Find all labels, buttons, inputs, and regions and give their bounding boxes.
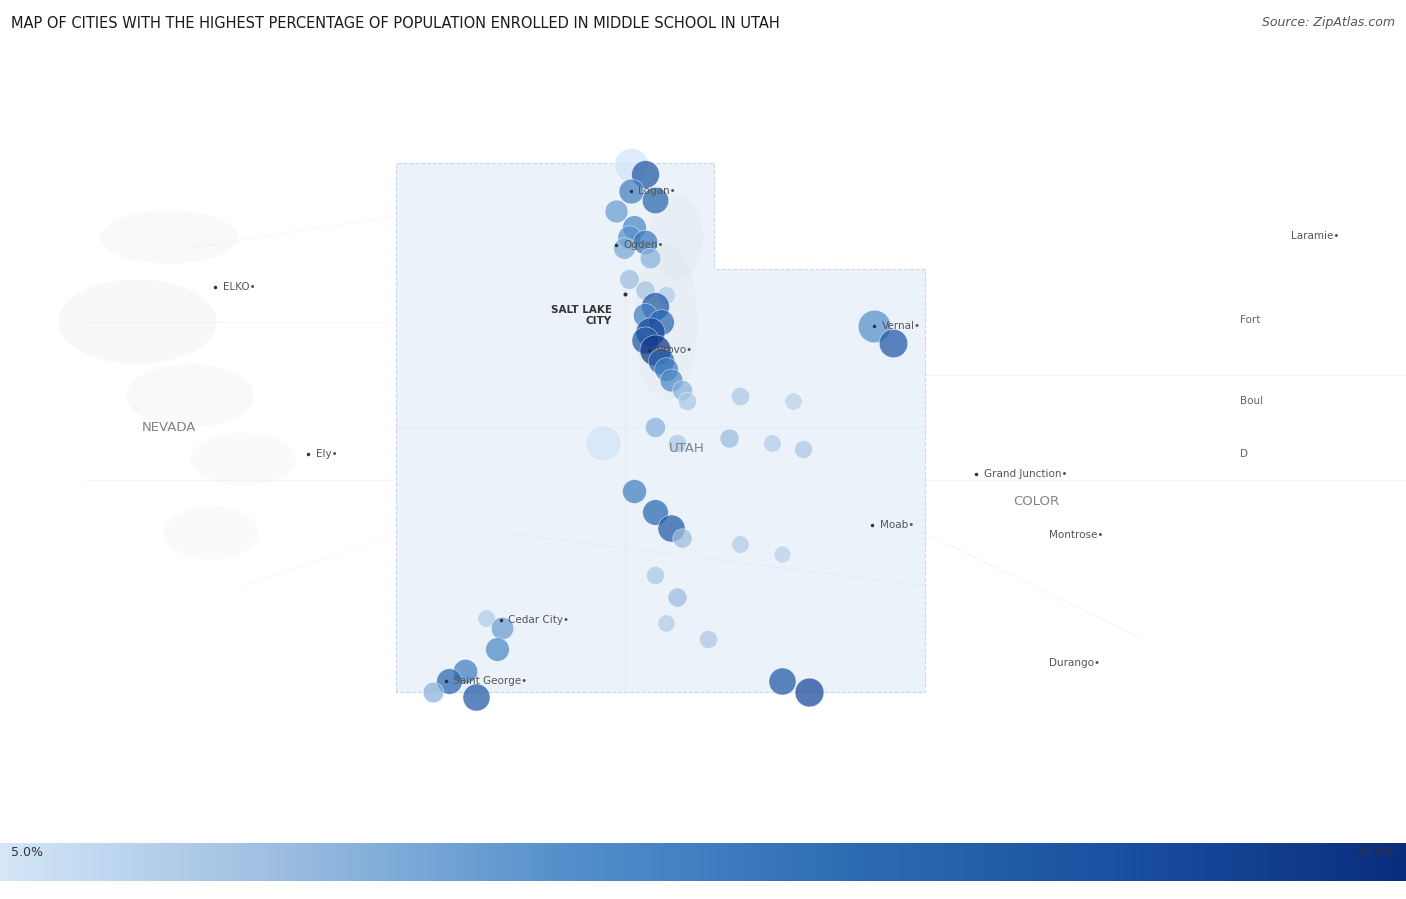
Point [617,230,640,245]
Point [634,308,657,323]
Text: Vernal•: Vernal• [882,322,921,332]
Point [439,674,461,689]
Point [655,288,678,302]
Point [644,568,666,583]
Point [634,166,657,181]
Point [644,193,666,208]
Text: Cedar City•: Cedar City• [509,615,569,625]
Text: ELKO•: ELKO• [222,281,256,291]
Point [792,441,814,456]
Text: 25.0%: 25.0% [1355,846,1395,859]
Point [659,521,682,535]
Point [761,436,783,450]
Point [659,373,682,387]
Point [655,616,678,630]
Point [665,590,688,604]
Text: Ogden•: Ogden• [624,240,664,250]
Point [422,684,444,699]
Text: Source: ZipAtlas.com: Source: ZipAtlas.com [1261,16,1395,29]
Ellipse shape [165,507,259,559]
Text: COLOR: COLOR [1012,495,1059,508]
Polygon shape [396,163,925,691]
Point [782,394,804,408]
Text: NEVADA: NEVADA [142,421,197,434]
Text: Laramie•: Laramie• [1291,231,1339,241]
Point [665,436,688,450]
Point [644,420,666,434]
Ellipse shape [100,210,238,263]
Text: Provo•: Provo• [657,345,692,355]
Point [623,219,645,234]
Point [475,610,498,625]
Point [676,394,699,408]
Point [634,236,657,250]
Point [650,315,672,329]
Text: Moab•: Moab• [880,521,914,530]
Text: UTAH: UTAH [669,442,704,455]
Point [770,674,793,689]
Point [617,272,640,287]
Ellipse shape [58,280,217,364]
Point [454,663,477,678]
Point [613,241,636,255]
Text: Durango•: Durango• [1049,658,1099,668]
Point [644,343,666,358]
Text: Ely•: Ely• [316,450,337,459]
Point [863,319,886,334]
Point [638,325,661,340]
Point [728,537,751,551]
Point [671,383,693,397]
Point [697,632,720,646]
Ellipse shape [634,243,697,401]
Point [634,333,657,347]
Point [882,335,904,350]
Text: 5.0%: 5.0% [11,846,44,859]
Point [638,251,661,265]
Text: Grand Junction•: Grand Junction• [984,468,1067,478]
Text: Logan•: Logan• [638,186,676,196]
Point [718,431,741,445]
Point [770,547,793,562]
Text: Fort: Fort [1240,315,1260,325]
Point [464,690,486,704]
Point [592,436,614,450]
Point [644,298,666,313]
Text: Boul: Boul [1240,396,1263,406]
Point [728,388,751,403]
Point [485,642,508,656]
Point [650,353,672,368]
Point [671,531,693,546]
Text: D: D [1240,449,1249,458]
Point [620,184,643,199]
Text: SALT LAKE
CITY: SALT LAKE CITY [551,305,612,326]
Point [655,362,678,377]
Point [644,505,666,520]
Ellipse shape [127,364,253,427]
Text: Montrose•: Montrose• [1049,530,1104,540]
Ellipse shape [650,195,703,280]
Point [797,684,820,699]
Ellipse shape [190,432,297,485]
Point [620,158,643,173]
Text: Saint George•: Saint George• [453,676,527,686]
Point [605,203,627,218]
Point [623,484,645,498]
Point [634,283,657,298]
Point [491,621,513,636]
Text: MAP OF CITIES WITH THE HIGHEST PERCENTAGE OF POPULATION ENROLLED IN MIDDLE SCHOO: MAP OF CITIES WITH THE HIGHEST PERCENTAG… [11,16,780,31]
